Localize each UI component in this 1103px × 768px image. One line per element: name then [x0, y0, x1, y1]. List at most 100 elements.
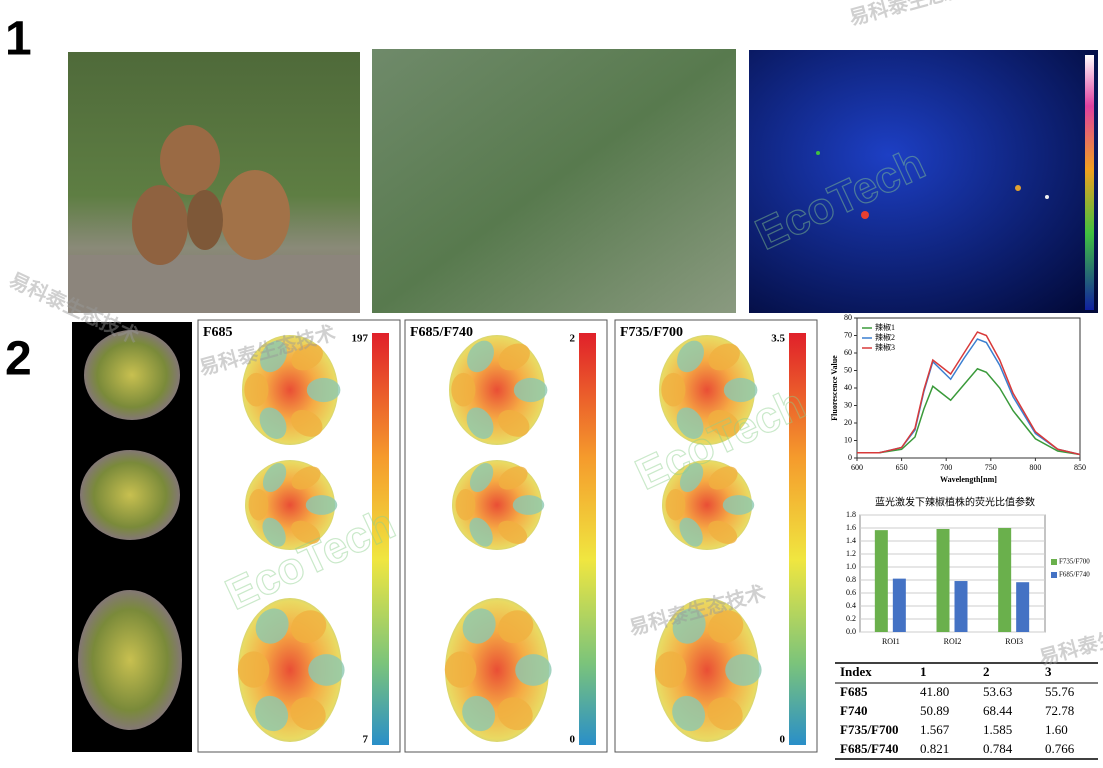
- plant: [78, 590, 182, 730]
- table-cell: F735/F700: [840, 722, 899, 737]
- watermark: 易科泰生态技术: [846, 0, 987, 30]
- leaf: [498, 466, 528, 490]
- leaf: [259, 407, 287, 439]
- y-axis-label: Fluorescence Value: [830, 355, 839, 421]
- leaf: [679, 463, 704, 493]
- leaf: [244, 372, 269, 407]
- panel-label: 1: [5, 13, 32, 66]
- photo-wall: [68, 255, 360, 313]
- monkey: [160, 125, 220, 195]
- y-tick-label: 0.0: [846, 627, 856, 636]
- leaf: [679, 517, 703, 547]
- leaf: [291, 466, 321, 490]
- line-series: [857, 367, 1081, 456]
- legend-label: 辣椒2: [875, 332, 895, 342]
- x-axis-label: Wavelength[nm]: [940, 475, 997, 484]
- x-tick-label: ROI2: [944, 637, 962, 646]
- leaf: [708, 343, 740, 371]
- y-tick-label: 0.8: [846, 575, 856, 584]
- colorbar-max: 197: [352, 333, 369, 345]
- y-tick-label: 0: [848, 453, 852, 462]
- bar: [936, 528, 950, 632]
- x-tick-label: ROI3: [1005, 637, 1023, 646]
- leaf: [305, 495, 338, 515]
- colorbar-min: 7: [363, 734, 369, 746]
- legend-label: 辣椒1: [875, 322, 895, 332]
- colorbar: [789, 333, 806, 745]
- y-tick-label: 50: [844, 365, 852, 374]
- colorbar-max: 3.5: [771, 333, 785, 345]
- leaf: [708, 520, 738, 544]
- leaf: [708, 610, 744, 644]
- heatmap-title: F685/F740: [410, 325, 473, 340]
- table-cell: 68.44: [983, 703, 1013, 718]
- table-cell: 55.76: [1045, 684, 1075, 699]
- table-cell: 1.585: [983, 722, 1012, 737]
- leaf: [462, 608, 496, 644]
- table-cell: F740: [840, 703, 867, 718]
- colorbar: [372, 333, 389, 745]
- leaf: [262, 463, 287, 493]
- y-tick-label: 1.6: [846, 523, 856, 532]
- x-tick-label: 600: [851, 463, 863, 472]
- leaf: [451, 372, 476, 407]
- leaf: [722, 495, 755, 515]
- leaf: [469, 463, 494, 493]
- colorbar: [579, 333, 596, 745]
- leaf: [723, 377, 758, 403]
- leaf: [512, 495, 545, 515]
- leaf: [708, 466, 738, 490]
- panel-label: 2: [5, 333, 32, 386]
- leaf: [497, 409, 530, 437]
- y-tick-label: 60: [844, 348, 852, 357]
- leaf: [498, 610, 534, 644]
- watermark: 易科泰生态技术: [1036, 611, 1103, 670]
- x-tick-label: ROI1: [882, 637, 900, 646]
- y-tick-label: 40: [844, 383, 852, 392]
- table-cell: 0.766: [1045, 741, 1075, 756]
- leaf: [455, 488, 476, 521]
- leaf: [255, 608, 289, 644]
- thermal-spot: [1045, 195, 1049, 199]
- bar: [954, 581, 968, 632]
- plant: [80, 450, 180, 540]
- leaf: [308, 654, 345, 686]
- table-cell: F685: [840, 684, 868, 699]
- leaf: [291, 343, 323, 371]
- leaf: [661, 372, 686, 407]
- y-tick-label: 80: [844, 313, 852, 322]
- leaf: [725, 654, 762, 686]
- legend-label: F735/F700: [1059, 558, 1090, 566]
- table-header: Index: [840, 664, 872, 679]
- x-tick-label: 700: [940, 463, 952, 472]
- legend-swatch: [1051, 572, 1057, 578]
- leaf: [676, 407, 704, 439]
- monkey: [220, 170, 290, 260]
- thermal-spot: [861, 211, 869, 219]
- y-tick-label: 0.2: [846, 614, 856, 623]
- table-cell: 72.78: [1045, 703, 1074, 718]
- legend-label: 辣椒3: [875, 342, 895, 352]
- leaf: [248, 488, 269, 521]
- leaf: [466, 407, 494, 439]
- heatmap-title: F735/F700: [620, 325, 683, 340]
- leaf: [654, 651, 687, 688]
- photo-thermal: [749, 50, 1098, 313]
- y-tick-label: 70: [844, 330, 852, 339]
- table-cell: 1.60: [1045, 722, 1068, 737]
- colorbar-min: 0: [570, 734, 576, 746]
- legend-label: F685/F740: [1059, 571, 1090, 579]
- leaf: [290, 409, 323, 437]
- x-tick-label: 650: [896, 463, 908, 472]
- leaf: [291, 520, 321, 544]
- thermal-spot: [816, 151, 820, 155]
- table-cell: 0.784: [983, 741, 1013, 756]
- thermal-colorbar: [1085, 55, 1094, 310]
- leaf: [513, 377, 548, 403]
- y-tick-label: 20: [844, 418, 852, 427]
- colorbar-max: 2: [570, 333, 576, 345]
- thermal-spot: [1015, 185, 1021, 191]
- table-header: 2: [983, 664, 990, 679]
- table-cell: 53.63: [983, 684, 1012, 699]
